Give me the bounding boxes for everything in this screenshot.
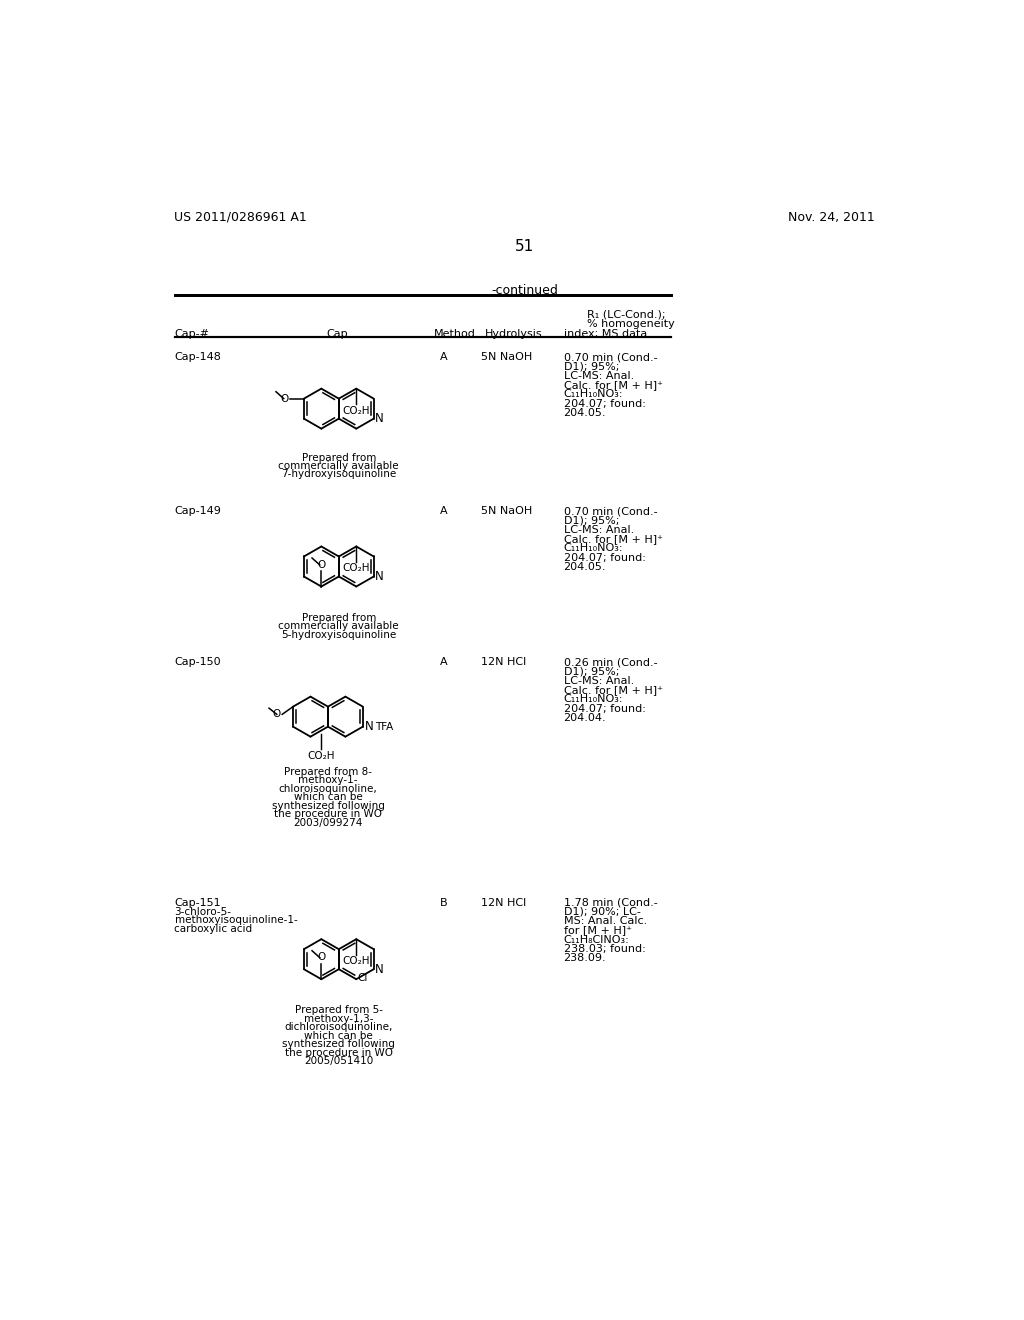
Text: D1); 95%;: D1); 95%; [563, 667, 618, 677]
Text: Cap-148: Cap-148 [174, 352, 221, 363]
Text: O: O [272, 709, 281, 719]
Text: 3-chloro-5-: 3-chloro-5- [174, 907, 231, 917]
Text: O: O [317, 560, 326, 570]
Text: 2005/051410: 2005/051410 [304, 1056, 374, 1067]
Text: % homogeneity: % homogeneity [587, 318, 675, 329]
Text: Cap: Cap [327, 330, 348, 339]
Text: methoxy-1,3-: methoxy-1,3- [304, 1014, 374, 1024]
Text: A: A [440, 657, 447, 668]
Text: Hydrolysis: Hydrolysis [484, 330, 542, 339]
Text: Calc. for [M + H]⁺: Calc. for [M + H]⁺ [563, 535, 663, 544]
Text: 204.04.: 204.04. [563, 713, 606, 723]
Text: Cl: Cl [357, 973, 369, 982]
Text: N: N [375, 962, 384, 975]
Text: C₁₁H₁₀NO₃:: C₁₁H₁₀NO₃: [563, 544, 623, 553]
Text: 0.26 min (Cond.-: 0.26 min (Cond.- [563, 657, 657, 668]
Text: CO₂H: CO₂H [342, 564, 370, 573]
Text: Cap-151: Cap-151 [174, 898, 221, 908]
Text: LC-MS: Anal.: LC-MS: Anal. [563, 525, 634, 535]
Text: the procedure in WO: the procedure in WO [274, 809, 382, 818]
Text: the procedure in WO: the procedure in WO [285, 1048, 393, 1057]
Text: methoxy-1-: methoxy-1- [298, 775, 357, 785]
Text: N: N [365, 721, 373, 733]
Text: 204.07; found:: 204.07; found: [563, 399, 645, 409]
Text: Cap-150: Cap-150 [174, 657, 221, 668]
Text: 5N NaOH: 5N NaOH [480, 507, 531, 516]
Text: D1); 95%;: D1); 95%; [563, 362, 618, 372]
Text: LC-MS: Anal.: LC-MS: Anal. [563, 371, 634, 381]
Text: D1); 95%;: D1); 95%; [563, 516, 618, 525]
Text: commercially available: commercially available [279, 622, 399, 631]
Text: N: N [375, 412, 384, 425]
Text: 0.70 min (Cond.-: 0.70 min (Cond.- [563, 352, 657, 363]
Text: O: O [281, 393, 289, 404]
Text: D1); 90%; LC-: D1); 90%; LC- [563, 907, 640, 917]
Text: 5N NaOH: 5N NaOH [480, 352, 531, 363]
Text: Prepared from: Prepared from [302, 453, 376, 462]
Text: B: B [440, 898, 447, 908]
Text: 204.05.: 204.05. [563, 408, 606, 418]
Text: synthesized following: synthesized following [283, 1039, 395, 1049]
Text: Calc. for [M + H]⁺: Calc. for [M + H]⁺ [563, 380, 663, 391]
Text: which can be: which can be [304, 1031, 373, 1040]
Text: -continued: -continued [492, 284, 558, 297]
Text: Cap-149: Cap-149 [174, 507, 221, 516]
Text: chloroisoquinoline,: chloroisoquinoline, [279, 784, 377, 793]
Text: LC-MS: Anal.: LC-MS: Anal. [563, 676, 634, 686]
Text: TFA: TFA [375, 722, 393, 731]
Text: A: A [440, 507, 447, 516]
Text: Method: Method [434, 330, 476, 339]
Text: C₁₁H₁₀NO₃:: C₁₁H₁₀NO₃: [563, 389, 623, 400]
Text: Prepared from: Prepared from [302, 612, 376, 623]
Text: 5-hydroxyisoquinoline: 5-hydroxyisoquinoline [282, 630, 396, 640]
Text: 204.07; found:: 204.07; found: [563, 553, 645, 562]
Text: methoxyisoquinoline-1-: methoxyisoquinoline-1- [174, 915, 297, 925]
Text: MS: Anal. Calc.: MS: Anal. Calc. [563, 916, 647, 927]
Text: CO₂H: CO₂H [307, 751, 335, 760]
Text: 7-hydroxyisoquinoline: 7-hydroxyisoquinoline [282, 470, 396, 479]
Text: CO₂H: CO₂H [342, 956, 370, 966]
Text: 238.03; found:: 238.03; found: [563, 944, 645, 954]
Text: 12N HCl: 12N HCl [480, 898, 526, 908]
Text: 238.09.: 238.09. [563, 953, 606, 964]
Text: Nov. 24, 2011: Nov. 24, 2011 [788, 211, 876, 224]
Text: 51: 51 [515, 239, 535, 255]
Text: 2003/099274: 2003/099274 [293, 817, 362, 828]
Text: Calc. for [M + H]⁺: Calc. for [M + H]⁺ [563, 685, 663, 696]
Text: N: N [375, 570, 384, 583]
Text: Prepared from 5-: Prepared from 5- [295, 1006, 383, 1015]
Text: Cap-#: Cap-# [174, 330, 210, 339]
Text: 0.70 min (Cond.-: 0.70 min (Cond.- [563, 507, 657, 516]
Text: for [M + H]⁺: for [M + H]⁺ [563, 925, 632, 936]
Text: US 2011/0286961 A1: US 2011/0286961 A1 [174, 211, 307, 224]
Text: 12N HCl: 12N HCl [480, 657, 526, 668]
Text: C₁₁H₁₀NO₃:: C₁₁H₁₀NO₃: [563, 694, 623, 705]
Text: CO₂H: CO₂H [342, 405, 370, 416]
Text: carboxylic acid: carboxylic acid [174, 924, 253, 933]
Text: dichloroisoquinoline,: dichloroisoquinoline, [285, 1022, 393, 1032]
Text: 204.07; found:: 204.07; found: [563, 704, 645, 714]
Text: commercially available: commercially available [279, 461, 399, 471]
Text: Prepared from 8-: Prepared from 8- [284, 767, 372, 776]
Text: R₁ (LC-Cond.);: R₁ (LC-Cond.); [587, 309, 666, 319]
Text: O: O [317, 952, 326, 962]
Text: which can be: which can be [294, 792, 362, 803]
Text: C₁₁H₈ClNO₃:: C₁₁H₈ClNO₃: [563, 935, 630, 945]
Text: 1.78 min (Cond.-: 1.78 min (Cond.- [563, 898, 657, 908]
Text: 204.05.: 204.05. [563, 562, 606, 572]
Text: index; MS data: index; MS data [563, 330, 647, 339]
Text: A: A [440, 352, 447, 363]
Text: synthesized following: synthesized following [271, 800, 384, 810]
